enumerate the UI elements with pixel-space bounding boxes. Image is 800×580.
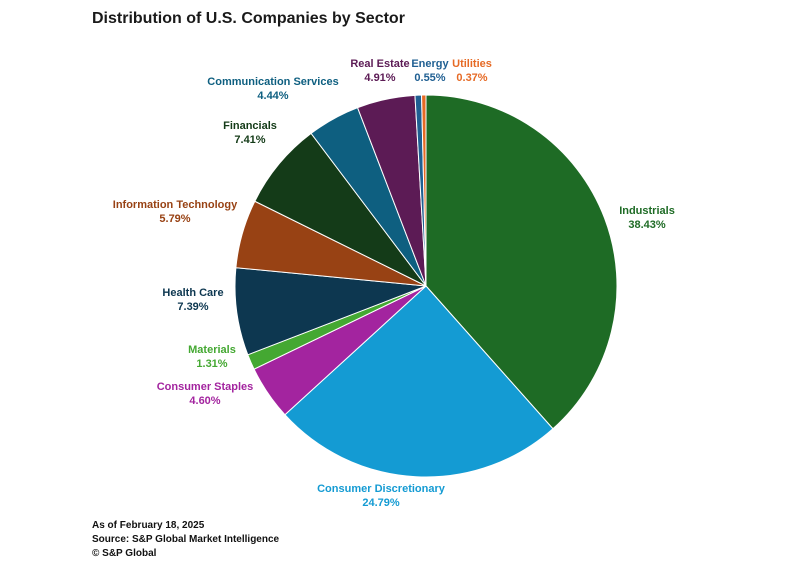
copyright-note: © S&P Global [92,548,157,559]
slice-category-label: Energy [411,58,449,70]
pie-slice-utilities [421,94,427,287]
slice-label-consumer-staples: Consumer Staples 4.60% [157,381,254,407]
slice-label-industrials: Industrials 38.43% [619,205,675,231]
slice-category-label: Consumer Discretionary [317,483,446,495]
pie-slice-industrials [425,94,618,430]
slice-label-consumer-discretionary: Consumer Discretionary 24.79% [317,483,446,509]
slice-category-label: Communication Services [207,76,338,88]
pie-labels: Industrials 38.43% Consumer Discretionary 2… [113,58,675,509]
slice-label-utilities: Utilities 0.37% [452,58,492,84]
slice-category-label: Health Care [162,287,223,299]
slice-value-label: 7.41% [234,134,265,146]
slice-label-energy: Energy 0.55% [411,58,449,84]
slice-value-label: 5.79% [159,213,190,225]
slice-value-label: 24.79% [362,497,400,509]
slice-category-label: Utilities [452,58,492,70]
slice-label-materials: Materials 1.31% [188,344,236,370]
slice-label-financials: Financials 7.41% [223,120,277,146]
slice-category-label: Financials [223,120,277,132]
slice-category-label: Information Technology [113,199,238,211]
slice-value-label: 4.44% [257,90,288,102]
slice-category-label: Industrials [619,205,675,217]
as-of-date: As of February 18, 2025 [92,520,205,531]
chart-title: Distribution of U.S. Companies by Sector [92,10,405,27]
slice-label-information-technology: Information Technology 5.79% [113,199,238,225]
slice-value-label: 0.37% [456,72,487,84]
source-note: Source: S&P Global Market Intelligence [92,534,280,545]
slice-value-label: 4.91% [364,72,395,84]
slice-value-label: 0.55% [414,72,445,84]
slice-category-label: Materials [188,344,236,356]
pie-slices [234,94,618,478]
slice-category-label: Real Estate [350,58,409,70]
slice-label-health-care: Health Care 7.39% [162,287,223,313]
slice-value-label: 7.39% [177,301,208,313]
slice-value-label: 38.43% [628,219,666,231]
slice-category-label: Consumer Staples [157,381,254,393]
slice-label-communication-services: Communication Services 4.44% [207,76,338,102]
slice-label-real-estate: Real Estate 4.91% [350,58,409,84]
slice-value-label: 4.60% [189,395,220,407]
slice-value-label: 1.31% [196,358,227,370]
pie-slice-consumer-discretionary [284,285,554,478]
chart-footer: As of February 18, 2025 Source: S&P Glob… [92,519,279,561]
